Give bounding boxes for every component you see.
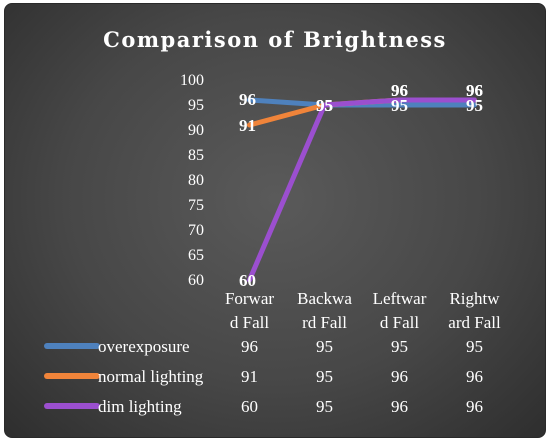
y-tick-label: 90 xyxy=(188,122,204,139)
legend-label: normal lighting xyxy=(98,367,204,386)
x-tick-label: Rightw ard Fall xyxy=(448,289,501,332)
chart-frame: Comparison of Brightness 60 65 70 75 80 85 90 9… xyxy=(4,3,546,438)
chart-title: Comparison of Brightness xyxy=(103,27,447,52)
table-cell: 95 xyxy=(466,337,483,356)
y-tick-label: 85 xyxy=(188,147,204,164)
data-label: 95 xyxy=(316,96,333,115)
data-label: 96 xyxy=(466,81,483,100)
table-cell: 91 xyxy=(241,367,258,386)
data-label: 96 xyxy=(391,81,408,100)
data-label: 95 xyxy=(466,96,483,115)
y-tick-label: 70 xyxy=(188,222,204,239)
table-cell: 96 xyxy=(241,337,258,356)
x-tick-label: Backwa rd Fall xyxy=(297,289,352,332)
data-label: 95 xyxy=(316,96,333,115)
data-label: 95 xyxy=(391,96,408,115)
table-cell: 96 xyxy=(391,367,408,386)
data-label: 96 xyxy=(239,90,256,109)
table-cell: 95 xyxy=(316,337,333,356)
x-tick-label: Forwar d Fall xyxy=(225,289,274,332)
table-cell: 95 xyxy=(391,337,408,356)
y-tick-label: 65 xyxy=(188,247,204,264)
data-label: 91 xyxy=(239,116,256,135)
legend-label: overexposure xyxy=(98,337,190,356)
y-tick-label: 80 xyxy=(188,172,204,189)
data-label: 60 xyxy=(239,271,256,290)
y-tick-label: 60 xyxy=(188,272,204,289)
y-tick-label: 100 xyxy=(180,72,204,89)
table-cell: 96 xyxy=(466,397,483,416)
y-tick-label: 75 xyxy=(188,197,204,214)
series-line-dim-lighting xyxy=(247,97,477,283)
line-chart: Comparison of Brightness 60 65 70 75 80 85 90 9… xyxy=(44,27,501,416)
table-cell: 60 xyxy=(241,397,258,416)
data-label: 96 xyxy=(466,81,483,100)
table-cell: 96 xyxy=(391,397,408,416)
table-cell: 95 xyxy=(316,397,333,416)
table-cell: 96 xyxy=(466,367,483,386)
y-tick-label: 95 xyxy=(188,97,204,114)
table-cell: 95 xyxy=(316,367,333,386)
x-tick-label: Leftwar d Fall xyxy=(373,289,427,332)
data-label: 95 xyxy=(316,96,333,115)
data-label: 96 xyxy=(391,81,408,100)
legend-label: dim lighting xyxy=(98,397,182,416)
